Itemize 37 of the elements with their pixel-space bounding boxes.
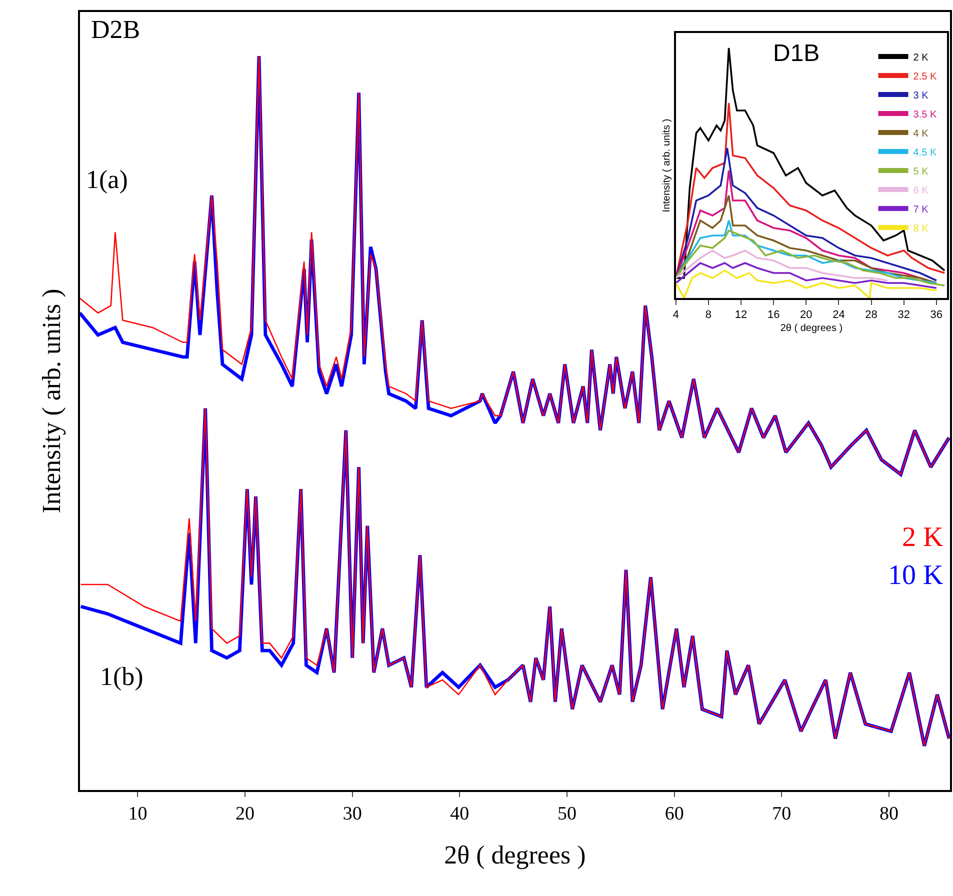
x-tick-label: 28 — [865, 308, 878, 321]
legend-label: 2 K — [913, 52, 929, 64]
legend-label: 5 K — [913, 166, 929, 178]
x-tick-label: 80 — [879, 804, 898, 825]
x-tick-label: 12 — [734, 308, 748, 321]
legend-label: 8 K — [913, 223, 929, 234]
x-tick-label: 10 — [128, 804, 148, 825]
annotation: 1(a) — [86, 165, 128, 194]
x-axis-title: 2θ ( degrees ) — [780, 322, 843, 334]
x-tick-label: 24 — [832, 308, 845, 321]
legend-label: 2.5 K — [913, 71, 937, 82]
x-tick-label: 4 — [672, 308, 679, 321]
x-tick-label: 40 — [450, 804, 470, 825]
legend-label: 6 K — [913, 185, 929, 196]
annotation: D1B — [773, 40, 820, 67]
y-axis-title: Intensity ( arb. units ) — [36, 288, 66, 514]
legend-label: 4 K — [913, 128, 929, 140]
x-tick-label: 70 — [772, 804, 792, 825]
x-tick-label: 36 — [930, 308, 943, 321]
x-tick-label: 8 — [705, 308, 712, 321]
legend-label: 4.5 K — [913, 147, 937, 158]
x-axis-title: 2θ ( degrees ) — [444, 840, 586, 870]
x-tick-label: 16 — [767, 308, 780, 321]
x-tick-label: 30 — [342, 804, 362, 825]
text: D2B — [91, 15, 140, 44]
x-tick-label: 20 — [236, 804, 255, 825]
text: 10 K — [888, 560, 944, 591]
annotation: 1(b) — [100, 662, 144, 691]
x-tick-label: 50 — [558, 804, 577, 825]
legend-label: 7 K — [913, 204, 929, 216]
text: 2 K — [902, 522, 944, 553]
x-tick-label: 60 — [664, 804, 684, 825]
y-axis-title: Intensity ( arb. units ) — [662, 118, 673, 212]
x-tick-label: 32 — [898, 308, 910, 321]
legend-label: 3 K — [913, 90, 929, 102]
legend-label: 3.5 K — [913, 109, 937, 120]
x-tick-label: 20 — [800, 308, 812, 321]
